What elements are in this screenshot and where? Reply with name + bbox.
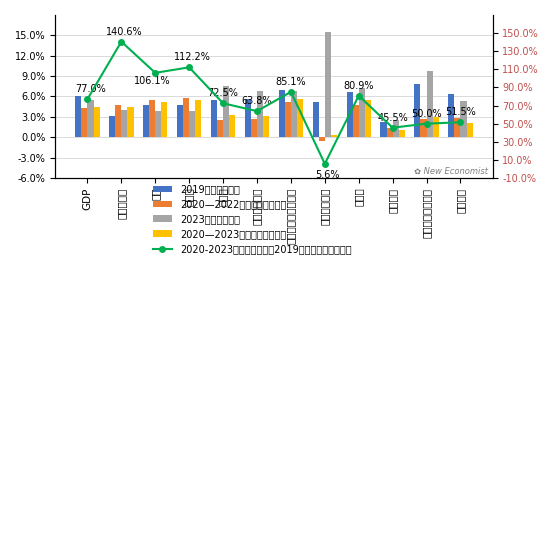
Bar [325,32,331,137]
Bar [94,107,100,137]
Bar [161,102,167,137]
Bar [358,88,365,137]
2020-2023年上半年平均与2019年上半年之比（右） [288,89,294,95]
Bar [88,100,94,137]
Bar [466,123,473,137]
Bar [183,98,189,137]
Bar [393,120,399,137]
Text: ✿ New Economist: ✿ New Economist [414,167,488,176]
Bar [420,119,427,137]
Bar [365,100,371,137]
2020-2023年上半年平均与2019年上半年之比（右） [118,38,125,45]
Bar [127,107,134,137]
Text: 112.2%: 112.2% [173,52,211,62]
2020-2023年上半年平均与2019年上半年之比（右） [457,119,464,125]
Text: 63.8%: 63.8% [242,96,272,106]
Bar [381,122,387,137]
Text: 51.5%: 51.5% [445,107,476,117]
Bar [251,119,257,137]
Bar [81,108,88,137]
2020-2023年上半年平均与2019年上半年之比（右） [84,96,91,102]
2020-2023年上半年平均与2019年上半年之比（右） [152,69,158,76]
2020-2023年上半年平均与2019年上半年之比（右） [355,93,362,99]
Bar [414,83,420,137]
Bar [211,100,217,137]
2020-2023年上半年平均与2019年上半年之比（右） [423,121,430,127]
Bar [399,130,405,137]
Text: 50.0%: 50.0% [411,109,442,119]
Bar [433,117,439,137]
Bar [223,86,229,137]
Bar [346,93,352,137]
Bar [257,91,263,137]
2020-2023年上半年平均与2019年上半年之比（右） [254,108,260,115]
Bar [387,129,393,137]
Bar [195,100,201,137]
Bar [229,116,235,137]
2020-2023年上半年平均与2019年上半年之比（右） [389,124,396,131]
Text: 77.0%: 77.0% [75,84,106,94]
Bar [352,104,358,137]
Bar [75,96,81,137]
Bar [217,120,223,137]
Text: 45.5%: 45.5% [377,113,408,123]
2020-2023年上半年平均与2019年上半年之比（右） [186,64,192,70]
Bar [448,94,454,137]
Bar [427,70,433,137]
Text: 72.5%: 72.5% [208,88,239,98]
Bar [263,116,269,137]
Line: 2020-2023年上半年平均与2019年上半年之比（右）: 2020-2023年上半年平均与2019年上半年之比（右） [85,39,463,167]
Text: 106.1%: 106.1% [134,76,171,86]
Bar [297,99,303,137]
Bar [285,102,291,137]
Bar [279,90,285,137]
Bar [331,135,337,137]
Bar [291,91,297,137]
Text: 5.6%: 5.6% [315,169,340,180]
2020-2023年上半年平均与2019年上半年之比（右） [321,161,328,167]
Bar [454,118,460,137]
Text: 140.6%: 140.6% [106,27,142,37]
Legend: 2019年上半年增速, 2020—2022年上半年平均增速, 2023年上半年增速, 2020—2023年上半年平均增速, 2020-2023年上半年平均与20: 2019年上半年增速, 2020—2022年上半年平均增速, 2023年上半年增… [149,181,355,258]
Bar [319,137,325,140]
Bar [109,116,115,137]
Bar [177,104,183,137]
Bar [460,101,466,137]
Text: 85.1%: 85.1% [275,77,306,87]
Bar [149,100,155,137]
Bar [189,111,195,137]
Bar [245,98,251,137]
Text: 80.9%: 80.9% [343,81,374,91]
Bar [155,111,161,137]
2020-2023年上半年平均与2019年上半年之比（右） [220,100,227,107]
Bar [312,102,319,137]
Bar [143,104,149,137]
Bar [121,110,127,137]
Bar [115,105,121,137]
